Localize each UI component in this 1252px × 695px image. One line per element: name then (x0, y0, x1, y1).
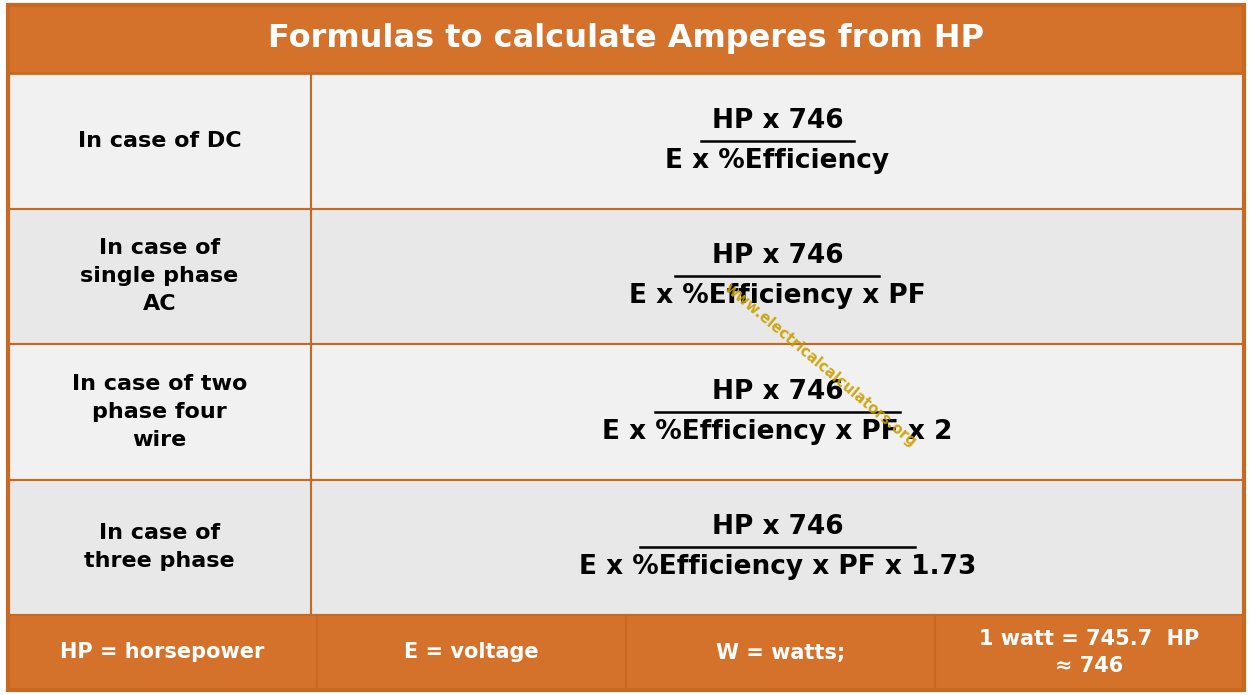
Text: In case of
single phase
AC: In case of single phase AC (80, 238, 239, 314)
Bar (8, 344, 310, 480)
Bar (310, 344, 1244, 480)
Bar (310, 73, 1244, 208)
Text: W = watts;: W = watts; (716, 642, 845, 662)
Text: HP x 746: HP x 746 (711, 108, 844, 134)
Text: In case of two
phase four
wire: In case of two phase four wire (71, 374, 247, 450)
Text: HP = horsepower: HP = horsepower (60, 642, 264, 662)
Text: E x %Efficiency x PF: E x %Efficiency x PF (629, 283, 925, 309)
Text: E x %Efficiency x PF x 2: E x %Efficiency x PF x 2 (602, 418, 953, 445)
Text: E x %Efficiency x PF x 1.73: E x %Efficiency x PF x 1.73 (578, 554, 977, 580)
Bar (317, 615, 626, 690)
Text: HP x 746: HP x 746 (711, 379, 844, 404)
Bar (8, 615, 317, 690)
Bar (8, 5, 1244, 73)
Bar (8, 208, 310, 344)
Text: www.electricalcalculators.org: www.electricalcalculators.org (721, 280, 919, 450)
Text: Formulas to calculate Amperes from HP: Formulas to calculate Amperes from HP (268, 24, 984, 54)
Bar (310, 208, 1244, 344)
Text: 1 watt = 745.7  HP
≈ 746: 1 watt = 745.7 HP ≈ 746 (979, 629, 1199, 676)
Bar (310, 480, 1244, 615)
Text: HP x 746: HP x 746 (711, 514, 844, 540)
Text: E = voltage: E = voltage (404, 642, 538, 662)
Text: In case of
three phase: In case of three phase (84, 523, 234, 571)
Text: E x %Efficiency: E x %Efficiency (665, 148, 889, 174)
Text: HP x 746: HP x 746 (711, 243, 844, 269)
Bar (8, 73, 310, 208)
Bar (8, 480, 310, 615)
Bar (935, 615, 1244, 690)
Bar (626, 615, 935, 690)
Text: In case of DC: In case of DC (78, 131, 242, 151)
